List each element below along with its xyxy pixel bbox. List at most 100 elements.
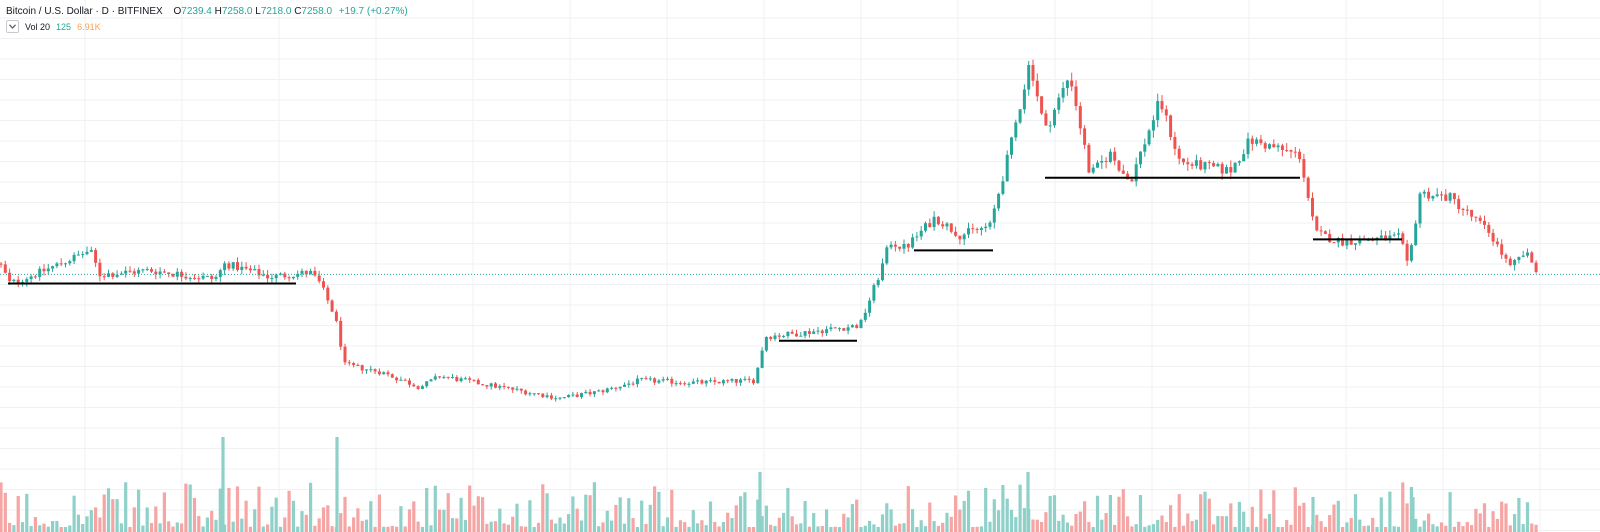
- candle-body: [1457, 199, 1461, 210]
- volume-bar: [528, 500, 532, 532]
- candle-body: [494, 383, 497, 388]
- volume-bar: [648, 504, 652, 532]
- volume-bar: [1448, 492, 1452, 532]
- candle-body: [1332, 242, 1336, 244]
- candle-body: [451, 376, 454, 378]
- candle-body: [928, 223, 932, 228]
- volume-bar: [764, 505, 768, 532]
- candle-body: [932, 216, 936, 228]
- volume-bar: [386, 526, 390, 532]
- volume-bar: [1525, 502, 1530, 532]
- candle-body: [1328, 233, 1332, 243]
- volume-bar: [1151, 524, 1155, 532]
- candle-body: [820, 330, 824, 334]
- volume-bar: [158, 523, 162, 532]
- volume-bar: [1422, 520, 1426, 532]
- volume-bar: [640, 500, 644, 532]
- candle-body: [317, 275, 321, 282]
- candle-body: [1225, 167, 1228, 174]
- volume-bar: [674, 526, 678, 532]
- volume-bar: [588, 495, 592, 532]
- volume-bar: [12, 525, 16, 532]
- volume-bar: [584, 494, 588, 532]
- candle-body: [803, 331, 807, 336]
- low-key: L: [255, 6, 261, 17]
- candle-body: [1280, 145, 1284, 151]
- volume-bar: [1031, 519, 1035, 532]
- candle-body: [1078, 106, 1082, 129]
- candle-body: [1083, 128, 1087, 145]
- volume-bar: [1134, 524, 1138, 532]
- candle-body: [584, 391, 588, 394]
- volume-bar: [945, 512, 949, 532]
- candle-body: [790, 331, 794, 334]
- volume-bar: [373, 526, 377, 532]
- volume-bar: [936, 526, 940, 532]
- candle-body: [1384, 235, 1388, 241]
- volume-value-2: 6.91K: [77, 21, 101, 32]
- candle-body: [580, 393, 583, 398]
- candle-body: [919, 230, 923, 237]
- volume-bar: [1405, 503, 1409, 532]
- candle-body: [575, 394, 579, 398]
- candle-body: [330, 300, 334, 312]
- candle-body: [653, 378, 657, 383]
- candle-body: [1349, 239, 1353, 245]
- high-value: 7258.0: [221, 6, 253, 17]
- close-key: C: [294, 6, 302, 17]
- candle-body: [1388, 235, 1392, 241]
- candle-body: [764, 336, 768, 351]
- candle-body: [506, 386, 510, 388]
- volume-bar: [395, 526, 399, 532]
- candle-body: [777, 335, 781, 337]
- volume-bar: [1388, 491, 1392, 532]
- symbol-title[interactable]: Bitcoin / U.S. Dollar · D · BITFINEX: [6, 6, 163, 17]
- volume-bar: [670, 489, 674, 532]
- candle-body: [1418, 193, 1422, 224]
- volume-bar: [261, 526, 265, 532]
- volume-bar: [1113, 524, 1117, 532]
- volume-bar: [102, 494, 106, 532]
- volume-bar: [932, 521, 936, 532]
- candle-body: [696, 380, 700, 382]
- volume-bar: [1061, 514, 1065, 532]
- chevron-down-icon[interactable]: [6, 20, 19, 33]
- volume-bar: [1465, 522, 1469, 532]
- volume-bar: [872, 524, 876, 532]
- candle-body: [524, 390, 528, 395]
- candle-body: [1276, 145, 1280, 148]
- volume-bar: [356, 508, 360, 532]
- volume-bar: [326, 505, 330, 532]
- volume-bar: [1250, 506, 1254, 532]
- volume-bar: [1319, 521, 1323, 532]
- candle-body: [704, 380, 708, 384]
- candle-body: [666, 378, 669, 380]
- candle-body: [1190, 164, 1194, 166]
- candle-body: [1534, 262, 1538, 273]
- candle-body: [859, 319, 863, 329]
- volume-bar: [1345, 522, 1349, 532]
- candle-body: [85, 251, 89, 255]
- candle-body: [253, 269, 257, 271]
- volume-indicator-label[interactable]: Vol 20: [25, 21, 51, 32]
- candle-body: [1431, 196, 1435, 199]
- candle-body: [94, 250, 98, 263]
- volume-bar: [829, 526, 833, 532]
- volume-bar: [218, 488, 222, 532]
- volume-bar: [390, 525, 394, 532]
- candle-body: [558, 397, 562, 399]
- candle-body: [567, 394, 571, 398]
- candle-body: [420, 386, 424, 389]
- volume-bar: [868, 520, 872, 532]
- candle-body: [1010, 137, 1013, 155]
- volume-bar: [1095, 495, 1100, 532]
- volume-bar: [240, 518, 244, 532]
- candle-body: [752, 379, 755, 384]
- candle-body: [1259, 139, 1263, 144]
- candle-body: [1237, 161, 1241, 163]
- volume-bar: [893, 525, 897, 532]
- volume-bar: [1457, 521, 1461, 532]
- volume-bar: [175, 522, 179, 532]
- volume-bar: [1487, 526, 1491, 532]
